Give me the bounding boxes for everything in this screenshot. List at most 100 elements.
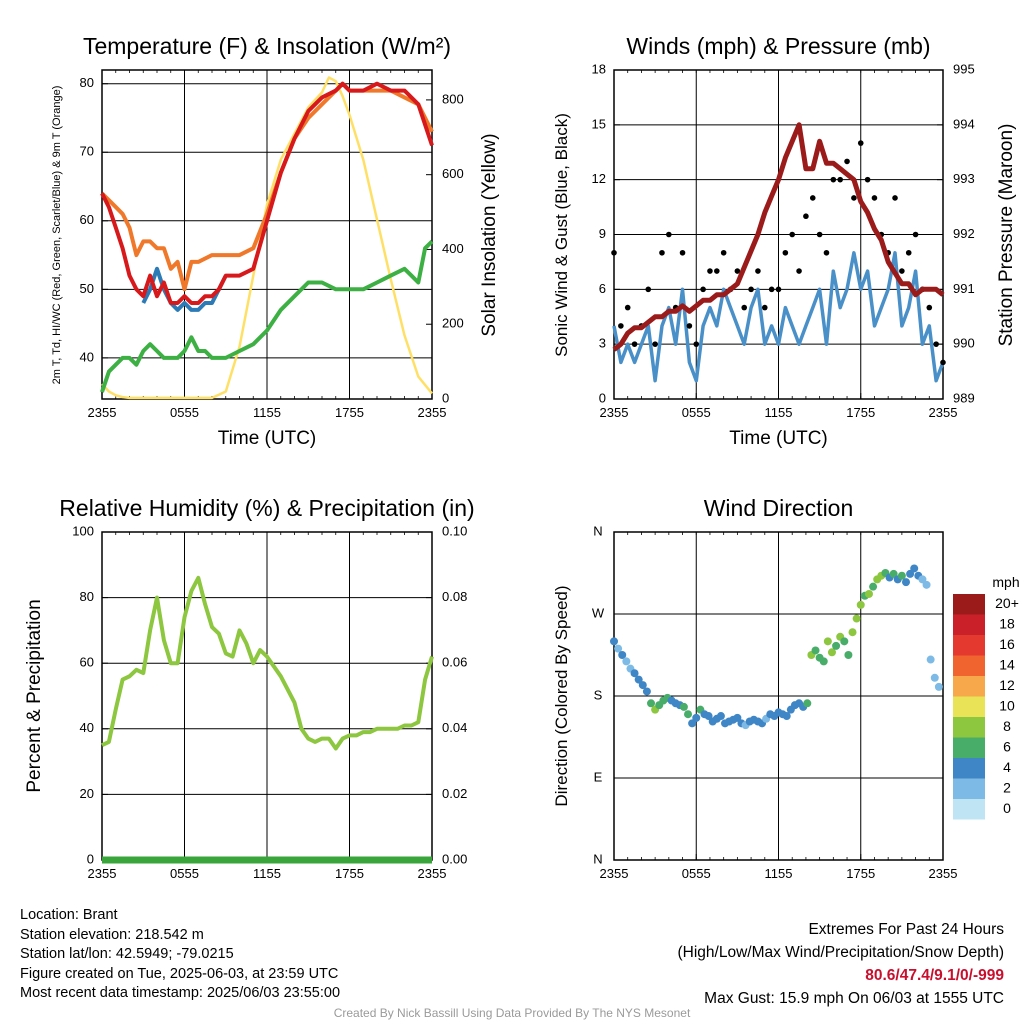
- chart-title: Relative Humidity (%) & Precipitation (i…: [59, 495, 474, 521]
- extremes-values: 80.6/47.4/9.1/0/-999: [865, 967, 1004, 984]
- gust-point: [768, 286, 775, 293]
- gust-point: [652, 341, 658, 347]
- legend-label: 18: [999, 615, 1015, 631]
- legend-swatch: [953, 717, 985, 738]
- x-axis-label: Time (UTC): [218, 428, 317, 449]
- direction-point: [934, 682, 943, 691]
- gust-point: [940, 359, 946, 366]
- direction-point: [716, 712, 725, 721]
- x-tick-label: 2355: [929, 405, 958, 420]
- gust-point: [686, 323, 693, 329]
- direction-point: [642, 687, 651, 696]
- direction-point: [679, 702, 688, 711]
- chart-title: Wind Direction: [704, 495, 854, 521]
- y-tick-label: 18: [592, 61, 606, 76]
- gust-point: [666, 231, 672, 238]
- y-tick-label: 0: [87, 851, 94, 866]
- x-tick-label: 0555: [170, 866, 199, 881]
- y-right-axis-label: Solar Insolation (Yellow): [479, 133, 500, 336]
- direction-point: [692, 713, 701, 722]
- legend-label: 8: [1003, 718, 1011, 734]
- gust-point: [734, 268, 741, 274]
- legend-label: 4: [1003, 759, 1011, 775]
- legend-title: mph: [992, 574, 1019, 590]
- direction-label: N: [593, 851, 602, 866]
- y-tick-label: 12: [592, 171, 606, 186]
- direction-label: W: [592, 605, 605, 620]
- x-tick-label: 2355: [418, 866, 447, 881]
- gust-point: [803, 213, 809, 220]
- y-right-tick-label: 0.00: [442, 851, 467, 866]
- y-right-tick-label: 0.04: [442, 720, 467, 735]
- gust-point: [659, 249, 665, 256]
- station-info: Location: Brant Station elevation: 218.5…: [20, 906, 340, 1004]
- x-tick-label: 1755: [335, 866, 364, 881]
- direction-point: [827, 648, 836, 657]
- y-tick-label: 100: [72, 523, 94, 538]
- direction-label: E: [594, 769, 603, 784]
- gust-point: [933, 341, 939, 347]
- gust-point: [830, 176, 837, 183]
- gust-point: [631, 341, 638, 347]
- gust-point: [714, 268, 720, 274]
- station-elevation: Station elevation: 218.542 m: [20, 926, 204, 943]
- y-axis-label: Direction (Colored By Speed): [552, 585, 571, 806]
- legend-label: 14: [999, 656, 1015, 672]
- gust-point: [823, 249, 830, 256]
- gust-point: [892, 195, 898, 201]
- y-right-tick-label: 0.08: [442, 589, 467, 604]
- y-right-tick-label: 0.10: [442, 523, 467, 538]
- gust-point: [618, 323, 624, 329]
- gust-point: [912, 231, 919, 238]
- gust-point: [775, 286, 782, 293]
- credit-line: Created By Nick Bassill Using Data Provi…: [333, 1006, 691, 1020]
- y-tick-label: 80: [80, 75, 94, 90]
- y-tick-label: 3: [599, 336, 606, 351]
- chart-title: Winds (mph) & Pressure (mb): [626, 33, 930, 59]
- direction-point: [782, 712, 791, 721]
- y-axis-label: 2m T, Td, HI/WC (Red, Green, Scarlet/Blu…: [51, 86, 63, 385]
- y-tick-label: 60: [80, 212, 94, 227]
- direction-label: S: [594, 687, 603, 702]
- gust-point: [611, 249, 617, 256]
- legend-swatch: [953, 799, 985, 820]
- gust-point: [741, 304, 748, 311]
- direction-point: [869, 582, 878, 591]
- direction-point: [614, 644, 623, 653]
- y-right-tick-label: 991: [953, 281, 975, 296]
- y-right-tick-label: 995: [953, 61, 975, 76]
- temperature-line: [100, 81, 434, 305]
- direction-point: [926, 655, 935, 664]
- heat-index-line: [141, 266, 228, 312]
- legend-swatch: [953, 594, 985, 615]
- direction-point: [819, 657, 828, 666]
- station-latlon: Station lat/lon: 42.5949; -79.0215: [20, 946, 234, 962]
- direction-point: [688, 719, 697, 728]
- gust-point: [679, 249, 686, 256]
- y-right-tick-label: 989: [953, 390, 975, 405]
- x-tick-label: 1755: [335, 405, 364, 420]
- x-tick-label: 1155: [765, 405, 793, 420]
- max-gust: Max Gust: 15.9 mph On 06/03 at 1555 UTC: [704, 990, 1004, 1007]
- direction-point: [610, 637, 618, 646]
- gust-point: [899, 268, 905, 274]
- direction-point: [840, 637, 849, 646]
- gust-point: [700, 286, 706, 293]
- x-tick-label: 0555: [682, 405, 711, 420]
- extremes-title: Extremes For Past 24 Hours: [808, 921, 1004, 938]
- direction-point: [622, 657, 631, 666]
- legend-label: 16: [999, 636, 1015, 652]
- y-right-tick-label: 200: [442, 316, 464, 331]
- direction-point: [918, 575, 927, 584]
- gust-point: [905, 249, 912, 256]
- direction-point: [897, 571, 906, 580]
- y-tick-label: 50: [80, 281, 94, 296]
- direction-point: [832, 641, 841, 650]
- direction-point: [811, 646, 820, 655]
- legend-label: 12: [999, 677, 1015, 693]
- gust-point: [720, 249, 727, 256]
- pressure-line: [612, 122, 945, 352]
- y-tick-label: 80: [80, 589, 94, 604]
- chart-title: Temperature (F) & Insolation (W/m²): [83, 33, 451, 59]
- direction-point: [922, 580, 931, 589]
